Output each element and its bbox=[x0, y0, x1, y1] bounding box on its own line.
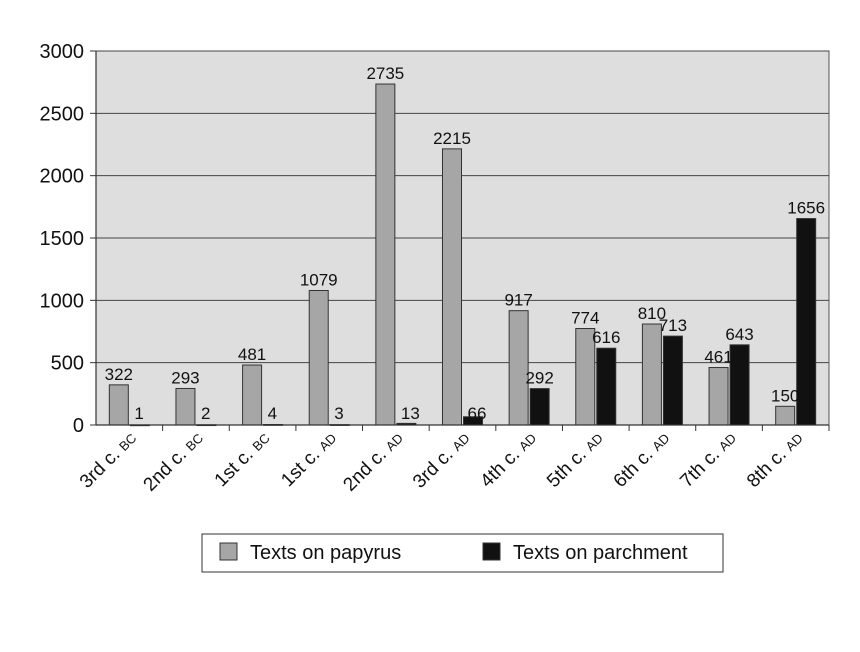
data-label-parchment: 292 bbox=[525, 369, 553, 388]
x-tick-label-text: 8th c. AD bbox=[743, 428, 807, 492]
data-label-parchment: 1656 bbox=[787, 199, 825, 218]
data-label-parchment: 2 bbox=[201, 404, 210, 423]
x-tick-label-text: 1st c. AD bbox=[277, 428, 340, 491]
data-label-parchment: 616 bbox=[592, 328, 620, 347]
x-tick-label-text: 3rd c. AD bbox=[409, 428, 474, 493]
data-label-parchment: 713 bbox=[659, 316, 687, 335]
x-tick-label: 5th c. AD bbox=[543, 428, 607, 492]
bar-papyrus bbox=[242, 364, 263, 426]
x-tick-label: 4th c. AD bbox=[476, 428, 540, 492]
x-tick-label: 8th c. AD bbox=[743, 428, 807, 492]
bar-papyrus bbox=[442, 148, 462, 426]
bar-papyrus bbox=[708, 367, 729, 426]
data-label-parchment: 643 bbox=[725, 325, 753, 344]
bar-papyrus bbox=[175, 387, 196, 426]
bar-papyrus bbox=[775, 405, 796, 426]
bar-papyrus bbox=[375, 83, 396, 426]
data-label-papyrus: 810 bbox=[638, 304, 666, 323]
gridlines bbox=[96, 50, 829, 364]
y-tick-label: 1000 bbox=[40, 290, 85, 312]
data-label-parchment: 66 bbox=[468, 404, 487, 423]
legend-swatch-parchment bbox=[482, 542, 501, 561]
data-label-parchment: 3 bbox=[334, 404, 343, 423]
data-label-papyrus: 917 bbox=[504, 291, 532, 310]
x-tick-label: 2nd c. AD bbox=[339, 428, 407, 496]
data-label-papyrus: 1079 bbox=[300, 270, 338, 289]
y-axis-ticks: 0 500 1000 1500 2000 2500 3000 bbox=[40, 41, 96, 437]
x-tick-label-text: 2nd c. AD bbox=[339, 428, 407, 496]
x-tick-label-text: 4th c. AD bbox=[476, 428, 540, 492]
y-tick-label: 3000 bbox=[40, 41, 85, 63]
bar-parchment bbox=[796, 218, 817, 426]
legend: Texts on papyrus Texts on parchment bbox=[201, 533, 724, 573]
x-tick-label: 2nd c. BC bbox=[140, 428, 208, 496]
bar-parchment bbox=[662, 335, 683, 426]
x-tick-label-text: 5th c. AD bbox=[543, 428, 607, 492]
x-axis-ticks: 3rd c. BC 2nd c. BC 1st c. BC 1st c. AD 2nd … bbox=[76, 425, 830, 496]
data-label-papyrus: 2735 bbox=[366, 64, 404, 83]
bar-parchment bbox=[529, 388, 550, 426]
x-tick-label-text: 6th c. AD bbox=[610, 428, 674, 492]
bar-parchment bbox=[729, 344, 750, 426]
data-label-papyrus: 322 bbox=[105, 365, 133, 384]
bar-parchment bbox=[596, 347, 617, 426]
data-label-papyrus: 150 bbox=[771, 386, 799, 405]
x-tick-label: 1st c. BC bbox=[211, 428, 274, 492]
data-label-papyrus: 293 bbox=[171, 368, 199, 387]
x-tick-label-text: 1st c. BC bbox=[211, 428, 274, 491]
x-tick-label: 3rd c. AD bbox=[409, 428, 474, 493]
legend-label-parchment: Texts on parchment bbox=[513, 542, 688, 564]
data-label-parchment: 4 bbox=[268, 404, 277, 423]
legend-swatch-papyrus bbox=[219, 542, 238, 561]
data-label-parchment: 13 bbox=[401, 404, 420, 423]
data-label-papyrus: 481 bbox=[238, 345, 266, 364]
y-tick-label: 1500 bbox=[40, 228, 85, 250]
legend-box bbox=[201, 533, 724, 573]
bar-papyrus bbox=[108, 384, 129, 426]
data-label-papyrus: 461 bbox=[704, 348, 732, 367]
x-tick-label-text: 7th c. AD bbox=[676, 428, 740, 492]
bar-papyrus bbox=[308, 289, 329, 426]
y-tick-label: 2500 bbox=[40, 103, 85, 125]
x-tick-label: 1st c. AD bbox=[277, 428, 340, 492]
data-label-parchment: 1 bbox=[134, 404, 143, 423]
y-tick-label: 2000 bbox=[40, 166, 85, 188]
legend-label-papyrus: Texts on papyrus bbox=[250, 542, 401, 564]
y-tick-label: 0 bbox=[73, 415, 84, 437]
x-tick-label: 3rd c. BC bbox=[76, 428, 141, 493]
x-tick-label: 7th c. AD bbox=[676, 428, 740, 492]
data-label-papyrus: 774 bbox=[571, 309, 599, 328]
x-tick-label-text: 3rd c. BC bbox=[76, 428, 141, 493]
x-tick-label-text: 2nd c. BC bbox=[140, 428, 208, 496]
data-label-papyrus: 2215 bbox=[433, 129, 471, 148]
bar-papyrus bbox=[641, 323, 662, 426]
y-tick-label: 500 bbox=[51, 353, 84, 375]
x-tick-label: 6th c. AD bbox=[610, 428, 674, 492]
